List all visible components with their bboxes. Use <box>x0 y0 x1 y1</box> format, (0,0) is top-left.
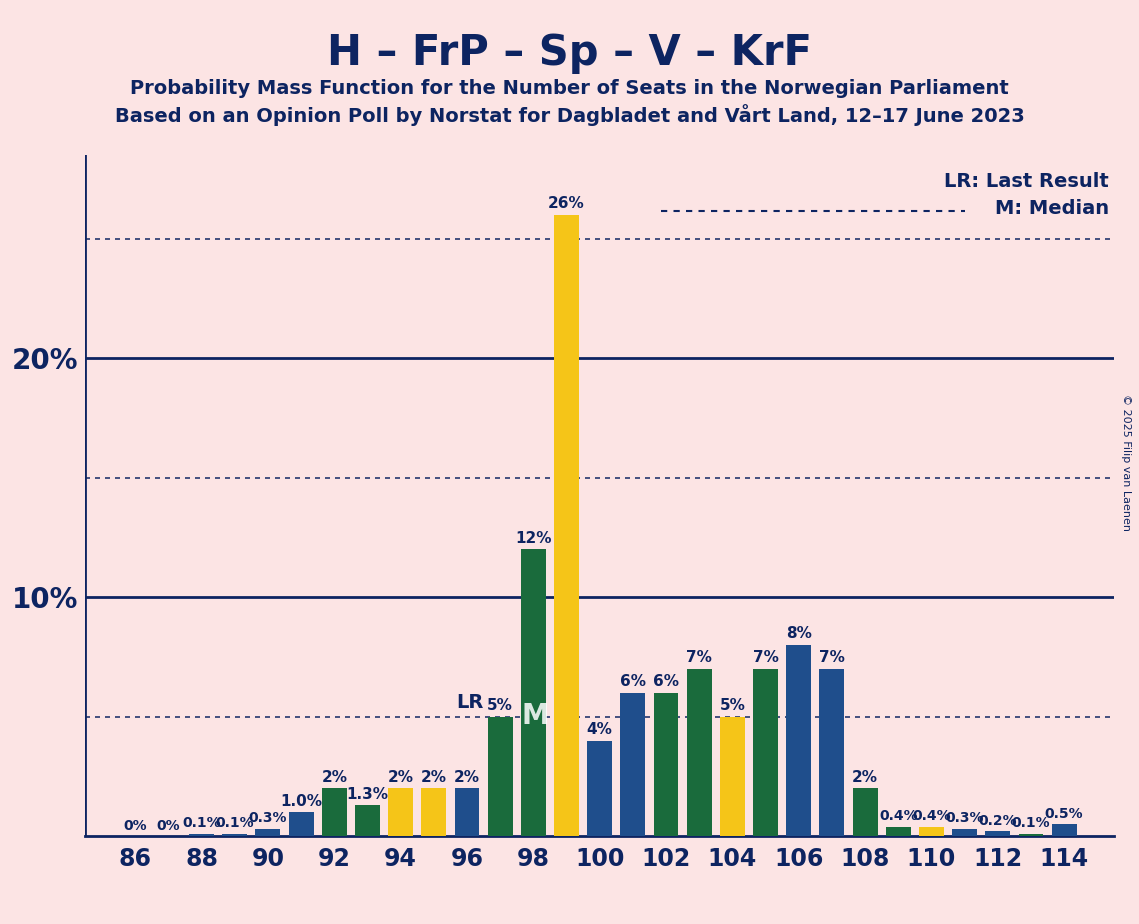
Text: 7%: 7% <box>819 650 845 665</box>
Bar <box>288 812 313 836</box>
Text: Probability Mass Function for the Number of Seats in the Norwegian Parliament: Probability Mass Function for the Number… <box>130 79 1009 98</box>
Bar <box>952 829 977 836</box>
Bar <box>588 741 612 836</box>
Text: 0.1%: 0.1% <box>1011 816 1050 831</box>
Bar <box>919 827 944 836</box>
Bar <box>621 693 646 836</box>
Text: M: M <box>522 702 549 730</box>
Bar <box>388 788 413 836</box>
Text: 1.3%: 1.3% <box>346 786 388 802</box>
Text: 2%: 2% <box>321 770 347 784</box>
Text: H – FrP – Sp – V – KrF: H – FrP – Sp – V – KrF <box>327 32 812 74</box>
Bar <box>1051 824 1076 836</box>
Text: 0%: 0% <box>123 819 147 833</box>
Text: 4%: 4% <box>587 722 613 737</box>
Bar <box>654 693 679 836</box>
Bar <box>355 805 380 836</box>
Text: LR: Last Result: LR: Last Result <box>944 172 1108 191</box>
Bar <box>255 829 280 836</box>
Text: 0.5%: 0.5% <box>1044 807 1083 821</box>
Text: 2%: 2% <box>454 770 480 784</box>
Bar <box>222 833 247 836</box>
Bar <box>853 788 877 836</box>
Text: 7%: 7% <box>753 650 779 665</box>
Text: 1.0%: 1.0% <box>280 794 322 808</box>
Bar <box>554 215 579 836</box>
Text: 0.2%: 0.2% <box>978 814 1017 828</box>
Bar <box>720 717 745 836</box>
Text: 5%: 5% <box>487 699 513 713</box>
Text: 0.3%: 0.3% <box>248 811 287 825</box>
Bar <box>322 788 346 836</box>
Bar <box>1018 833 1043 836</box>
Text: LR: LR <box>457 693 484 712</box>
Text: Based on an Opinion Poll by Norstat for Dagbladet and Vårt Land, 12–17 June 2023: Based on an Opinion Poll by Norstat for … <box>115 104 1024 127</box>
Bar <box>819 669 844 836</box>
Bar <box>521 550 546 836</box>
Bar <box>421 788 446 836</box>
Bar <box>454 788 480 836</box>
Text: M: Median: M: Median <box>994 200 1108 218</box>
Text: 0.1%: 0.1% <box>182 816 221 831</box>
Bar <box>753 669 778 836</box>
Text: 12%: 12% <box>515 531 551 546</box>
Bar <box>886 827 911 836</box>
Text: 2%: 2% <box>420 770 446 784</box>
Text: 0%: 0% <box>156 819 180 833</box>
Bar <box>786 645 811 836</box>
Bar <box>985 832 1010 836</box>
Text: 0.4%: 0.4% <box>879 809 918 823</box>
Bar <box>687 669 712 836</box>
Text: 2%: 2% <box>852 770 878 784</box>
Text: 7%: 7% <box>687 650 712 665</box>
Text: 5%: 5% <box>720 699 745 713</box>
Bar <box>487 717 513 836</box>
Text: 0.1%: 0.1% <box>215 816 254 831</box>
Text: 6%: 6% <box>653 675 679 689</box>
Text: 6%: 6% <box>620 675 646 689</box>
Text: 2%: 2% <box>387 770 413 784</box>
Text: 0.4%: 0.4% <box>912 809 951 823</box>
Text: 0.3%: 0.3% <box>945 811 984 825</box>
Text: 8%: 8% <box>786 626 812 641</box>
Bar <box>189 833 214 836</box>
Text: © 2025 Filip van Laenen: © 2025 Filip van Laenen <box>1121 394 1131 530</box>
Text: 26%: 26% <box>548 197 585 212</box>
